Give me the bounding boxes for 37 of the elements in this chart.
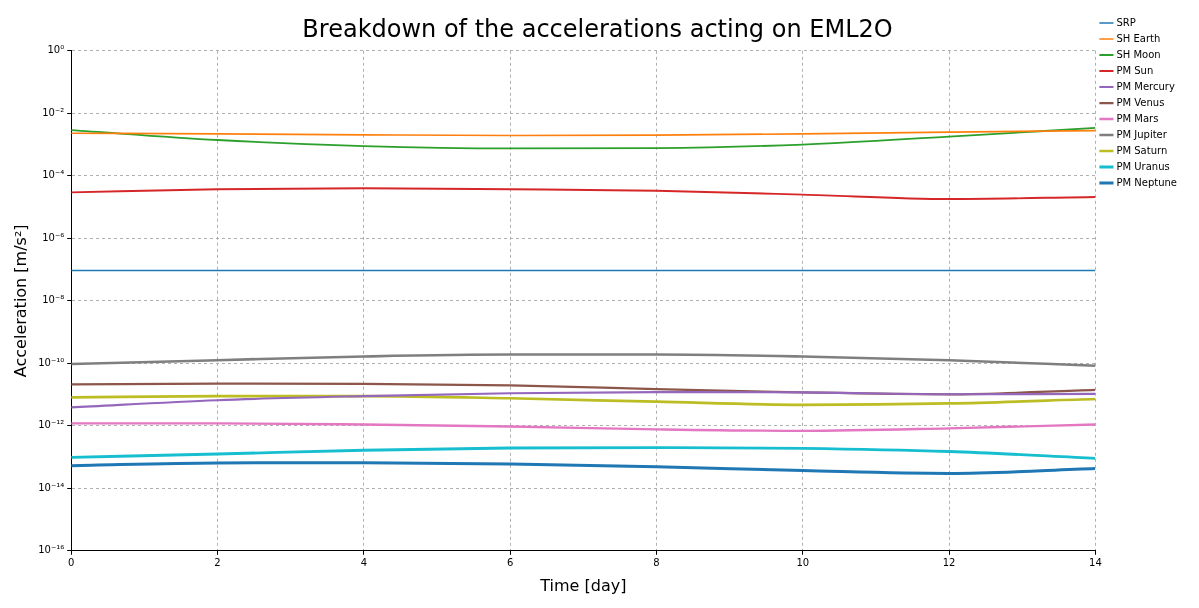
legend-label: PM Neptune [1116, 176, 1178, 188]
line-series [71, 461, 1096, 475]
x-tick-label: 0 [68, 557, 75, 569]
y-tick-label: 10⁻² [42, 106, 65, 118]
y-tick-label: 10⁻⁴ [42, 169, 65, 181]
y-tick-label: 10⁻⁶ [42, 231, 65, 243]
line-series [71, 353, 1096, 368]
line-series [71, 187, 1096, 201]
legend-label: PM Uranus [1116, 160, 1170, 172]
y-tick-label: 10⁰ [47, 44, 65, 56]
y-tick-label: 10⁻⁸ [42, 294, 65, 306]
x-tick-label: 4 [360, 557, 368, 569]
y-tick-label: 10⁻¹⁶ [38, 544, 65, 556]
legend-label: SH Earth [1116, 32, 1161, 44]
line-series [71, 422, 1096, 433]
x-tick-label: 6 [506, 557, 514, 569]
line-series [71, 127, 1096, 150]
y-tick-label: 10⁻¹⁴ [38, 481, 65, 493]
y-axis-title: Acceleration [m/s²] [10, 224, 30, 378]
legend-label: PM Jupiter [1116, 128, 1168, 140]
x-axis-title: Time [day] [539, 575, 627, 595]
y-tick-label: 10⁻¹² [38, 419, 65, 431]
legend-label: PM Mars [1116, 112, 1159, 124]
y-tick-label: 10⁻¹⁰ [38, 356, 65, 368]
x-tick-label: 2 [214, 557, 221, 569]
legend-label: SRP [1116, 16, 1136, 28]
chart-title: Breakdown of the accelerations acting on EML2O [302, 14, 893, 43]
x-tick-label: 14 [1089, 557, 1102, 569]
x-tick-label: 10 [796, 557, 810, 569]
legend-label: PM Mercury [1116, 80, 1175, 92]
legend-label: SH Moon [1116, 48, 1161, 60]
legend-label: PM Venus [1116, 96, 1165, 108]
x-tick-label: 12 [942, 557, 956, 569]
legend-label: PM Sun [1116, 64, 1154, 76]
x-tick-label: 8 [653, 557, 660, 569]
line-series [71, 446, 1096, 460]
legend-label: PM Saturn [1116, 144, 1168, 156]
